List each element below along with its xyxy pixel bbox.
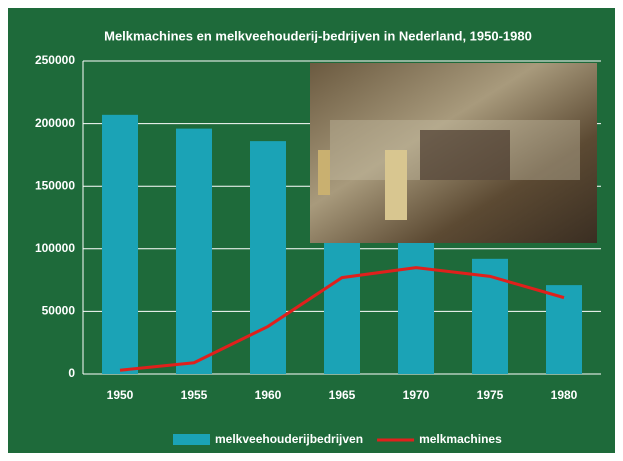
- x-tick-label: 1970: [403, 388, 430, 402]
- photo: [310, 63, 597, 243]
- legend-label: melkmachines: [419, 432, 502, 446]
- y-tick-label: 150000: [35, 178, 75, 192]
- y-tick-label: 0: [68, 366, 75, 380]
- bar: [176, 129, 212, 374]
- legend-swatch: [173, 434, 210, 445]
- y-tick-label: 50000: [42, 304, 76, 318]
- bar: [102, 115, 138, 374]
- x-tick-label: 1960: [255, 388, 282, 402]
- chart: Melkmachines en melkveehouderij-bedrijve…: [0, 0, 623, 461]
- chart-title: Melkmachines en melkveehouderij-bedrijve…: [104, 28, 532, 43]
- y-tick-label: 250000: [35, 53, 75, 67]
- page: {"chart_data": {"type": "bar_line", "tit…: [0, 0, 623, 461]
- y-tick-label: 200000: [35, 116, 75, 130]
- x-tick-label: 1955: [181, 388, 208, 402]
- bar: [546, 285, 582, 374]
- x-tick-label: 1950: [107, 388, 134, 402]
- x-tick-label: 1975: [477, 388, 504, 402]
- x-tick-label: 1965: [329, 388, 356, 402]
- legend-label: melkveehouderijbedrijven: [215, 432, 363, 446]
- y-tick-label: 100000: [35, 241, 75, 255]
- bar: [250, 141, 286, 374]
- x-tick-label: 1980: [551, 388, 578, 402]
